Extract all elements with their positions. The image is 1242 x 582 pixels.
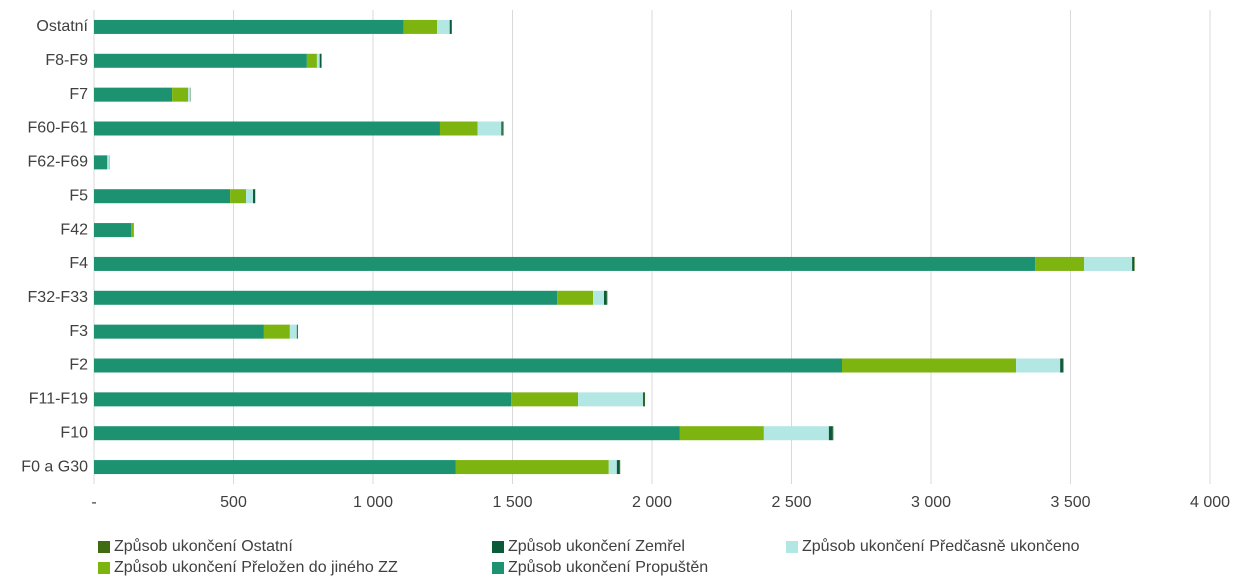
bar-segment (501, 121, 503, 136)
bar-segment (606, 290, 608, 305)
bar-segment (94, 121, 440, 136)
bar-segment (455, 460, 609, 475)
bar-segment (263, 324, 290, 339)
y-tick-label: F3 (69, 323, 88, 340)
bar-segment (94, 19, 404, 34)
bar-segment (94, 155, 108, 170)
bar-segment (172, 87, 189, 102)
y-tick-label: F8-F9 (45, 52, 88, 69)
y-tick-label: F5 (69, 187, 88, 204)
bar-segment (297, 324, 298, 339)
x-tick-label: 4 000 (1190, 494, 1230, 511)
bar-segment (296, 324, 298, 339)
bar-segment (828, 426, 833, 441)
legend-swatch (492, 562, 504, 574)
bar-segment (477, 121, 502, 136)
bar-segment (439, 121, 478, 136)
bar-segment (578, 392, 644, 407)
x-tick-label: - (91, 494, 96, 511)
legend-swatch (786, 541, 798, 553)
y-tick-label: F4 (69, 255, 88, 272)
bar-segment (94, 189, 231, 204)
bar-segment (1062, 358, 1064, 373)
x-tick-label: 2 500 (771, 494, 811, 511)
y-tick-label: F2 (69, 357, 88, 374)
bar-segment (832, 426, 834, 441)
bar-segment (94, 223, 132, 238)
bar-segment (451, 19, 452, 34)
bar-segment (188, 87, 190, 102)
y-tick-label: F0 a G30 (21, 458, 88, 475)
x-tick-label: 3 000 (911, 494, 951, 511)
bar-segment (1132, 256, 1135, 271)
x-tick-label: 500 (220, 494, 247, 511)
bar-segment (593, 290, 605, 305)
bar-segment (94, 460, 456, 475)
legend-label: Způsob ukončení Předčasně ukončeno (802, 537, 1080, 555)
bar-segment (644, 392, 646, 407)
x-tick-label: 1 500 (492, 494, 532, 511)
bar-segment (306, 53, 317, 68)
bar-segment (1134, 256, 1135, 271)
legend-label: Způsob ukončení Ostatní (114, 537, 293, 555)
bar-segment (319, 53, 322, 68)
bar-segment (289, 324, 297, 339)
bar-segment (230, 189, 247, 204)
bar-segment (619, 460, 621, 475)
bar-segment (246, 189, 254, 204)
bar-segment (94, 53, 307, 68)
legend-label: Způsob ukončení Přeložen do jiného ZZ (114, 558, 398, 576)
bar-segment (608, 460, 617, 475)
bar-segment (437, 19, 450, 34)
y-tick-label: F7 (69, 86, 88, 103)
bar-segment (502, 121, 504, 136)
bar-segment (841, 358, 1017, 373)
y-tick-label: F10 (60, 424, 88, 441)
y-tick-label: F62-F69 (28, 154, 89, 171)
bar-segment (1016, 358, 1061, 373)
bar-segment (763, 426, 829, 441)
bar-segment (679, 426, 764, 441)
legend-swatch (492, 541, 504, 553)
bar-segment (94, 290, 558, 305)
bar-segment (643, 392, 645, 407)
bar-segment (1060, 358, 1063, 373)
bar-segment (94, 426, 680, 441)
bar-segment (316, 53, 320, 68)
bar-segment (511, 392, 579, 407)
bar-segment (557, 290, 594, 305)
bar-segment (94, 392, 512, 407)
bar-segment (94, 256, 1036, 271)
y-tick-label: F32-F33 (28, 289, 89, 306)
bar-segment (449, 19, 452, 34)
legend-swatch (98, 541, 110, 553)
bar-segment (1035, 256, 1085, 271)
bar-segment (604, 290, 607, 305)
y-tick-label: Ostatní (36, 18, 88, 35)
bar-segment (94, 87, 173, 102)
legend-label: Způsob ukončení Propuštěn (508, 558, 708, 576)
bar-segment (321, 53, 322, 68)
bar-segment (253, 189, 255, 204)
bar-segment (94, 358, 842, 373)
legend-label: Způsob ukončení Zemřel (508, 537, 685, 555)
y-tick-label: F60-F61 (28, 120, 89, 137)
y-tick-label: F42 (60, 221, 88, 238)
bar-segment (403, 19, 438, 34)
x-tick-label: 3 500 (1050, 494, 1090, 511)
bar-segment (107, 155, 110, 170)
bar-segment (131, 223, 134, 238)
legend-swatch (98, 562, 110, 574)
bar-segment (1084, 256, 1133, 271)
bar-segment (94, 324, 264, 339)
x-tick-label: 1 000 (353, 494, 393, 511)
bar-segment (616, 460, 620, 475)
y-tick-label: F11-F19 (29, 391, 88, 408)
x-tick-label: 2 000 (632, 494, 672, 511)
